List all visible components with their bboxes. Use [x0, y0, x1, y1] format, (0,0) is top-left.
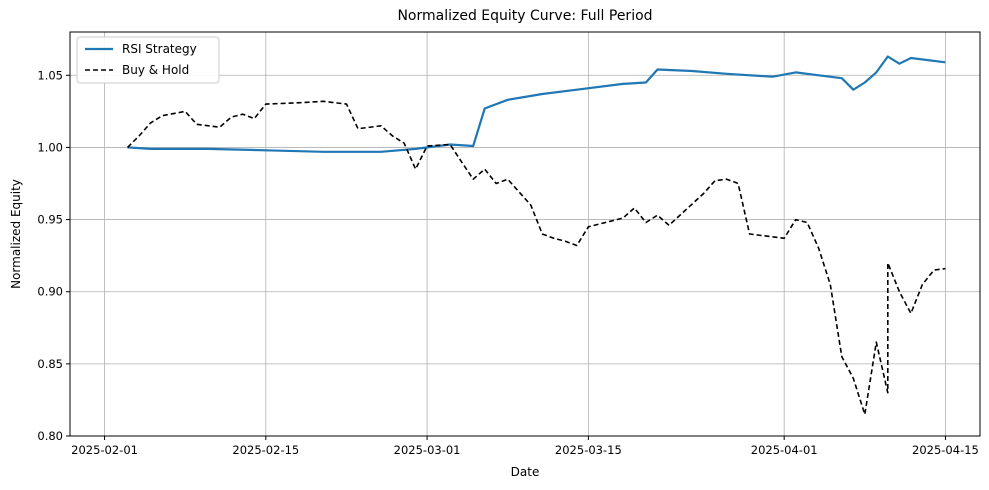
y-tick-label: 0.80 — [37, 429, 63, 443]
x-tick-label: 2025-02-15 — [232, 443, 299, 457]
series-lines — [127, 55, 946, 416]
ticks: 2025-02-01 2025-02-15 2025-03-01 2025-03-15… — [37, 68, 978, 457]
x-tick-label: 2025-03-01 — [394, 443, 461, 457]
legend: RSI Strategy Buy & Hold — [76, 36, 220, 84]
plot-frame — [69, 31, 981, 437]
x-tick-label: 2025-04-01 — [751, 443, 818, 457]
series-line-buy-hold — [127, 100, 946, 416]
y-tick-label: 1.00 — [37, 140, 63, 154]
y-tick-label: 0.90 — [37, 285, 63, 299]
x-tick-label: 2025-04-15 — [912, 443, 979, 457]
x-tick-label: 2025-02-01 — [71, 443, 138, 457]
x-tick-label: 2025-03-15 — [555, 443, 622, 457]
y-tick-label: 1.05 — [37, 68, 63, 82]
x-axis-title: Date — [511, 465, 540, 479]
y-tick-label: 0.85 — [37, 357, 63, 371]
series-line-rsi-strategy — [127, 55, 946, 153]
legend-label-buy-hold: Buy & Hold — [122, 63, 189, 77]
y-tick-label: 0.95 — [37, 213, 63, 227]
y-axis-title: Normalized Equity — [9, 179, 23, 289]
chart-title: Normalized Equity Curve: Full Period — [397, 8, 652, 24]
legend-label-rsi-strategy: RSI Strategy — [122, 42, 197, 56]
